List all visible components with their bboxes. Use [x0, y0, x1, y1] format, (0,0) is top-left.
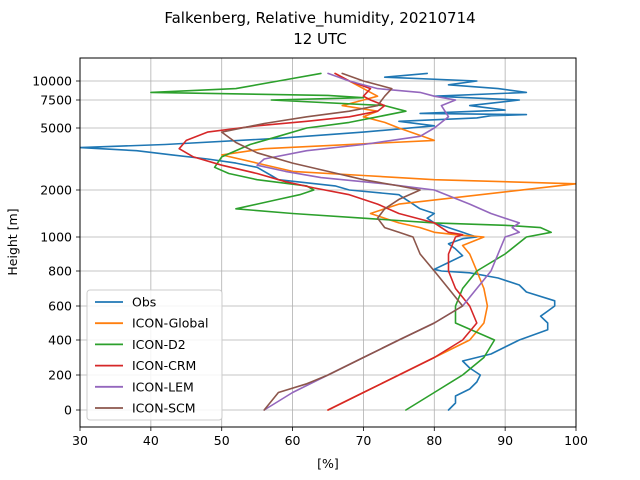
series-layer	[80, 72, 576, 411]
legend-label-obs: Obs	[132, 295, 156, 310]
legend-label-icon-crm: ICON-CRM	[132, 358, 196, 373]
tick-layer: 30 40 50 60 70 80 90 10002004006008001000200050…	[32, 74, 588, 449]
series-line-icon-scm	[220, 72, 464, 411]
y-tick-label: 800	[48, 264, 72, 279]
plot-frame	[79, 57, 577, 428]
series-line-icon-global	[220, 72, 576, 411]
y-tick-label: 7500	[40, 93, 72, 108]
y-tick-label: 10000	[32, 74, 72, 89]
x-axis-title: [%]	[317, 456, 339, 471]
series-line-obs	[80, 72, 556, 411]
legend: Obs ICON-Global ICON-D2 ICON-CRM ICON-LEM ICO…	[86, 289, 223, 421]
legend-label-icon-global: ICON-Global	[132, 316, 208, 331]
x-tick-label: 100	[564, 433, 588, 448]
y-tick-label: 200	[48, 368, 72, 383]
y-tick-label: 2000	[40, 183, 72, 198]
y-tick-label: 600	[48, 299, 72, 314]
x-tick-label: 50	[214, 433, 230, 448]
x-tick-label: 40	[143, 433, 159, 448]
y-tick-label: 400	[48, 333, 72, 348]
series-line-icon-crm	[178, 72, 478, 411]
chart-title: Falkenberg, Relative_humidity, 20210714	[164, 9, 475, 28]
x-tick-label: 30	[72, 433, 88, 448]
legend-label-icon-d2: ICON-D2	[132, 337, 186, 352]
y-tick-label: 1000	[40, 230, 72, 245]
x-tick-label: 60	[285, 433, 301, 448]
chart-subtitle: 12 UTC	[293, 30, 347, 48]
y-tick-label: 0	[64, 403, 72, 418]
legend-label-icon-lem: ICON-LEM	[132, 379, 194, 394]
y-axis-title: Height [m]	[5, 208, 20, 275]
x-tick-label: 80	[426, 433, 442, 448]
legend-label-icon-scm: ICON-SCM	[132, 401, 196, 416]
x-tick-label: 70	[355, 433, 371, 448]
y-tick-label: 5000	[40, 121, 72, 136]
x-tick-label: 90	[497, 433, 513, 448]
